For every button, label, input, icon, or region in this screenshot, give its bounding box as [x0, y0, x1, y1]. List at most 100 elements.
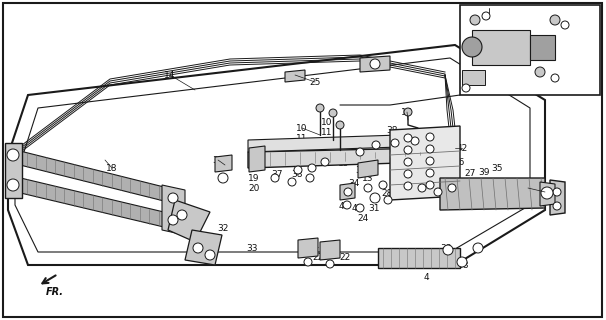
- Polygon shape: [462, 70, 485, 85]
- Circle shape: [343, 201, 351, 209]
- Circle shape: [404, 146, 412, 154]
- Polygon shape: [185, 230, 222, 265]
- Text: 20: 20: [248, 183, 260, 193]
- Circle shape: [304, 258, 312, 266]
- Circle shape: [550, 15, 560, 25]
- Bar: [460, 5, 600, 95]
- Circle shape: [448, 184, 456, 192]
- Circle shape: [426, 181, 434, 189]
- Circle shape: [384, 196, 392, 204]
- Circle shape: [535, 67, 545, 77]
- Circle shape: [326, 260, 334, 268]
- Circle shape: [561, 21, 569, 29]
- Circle shape: [443, 245, 453, 255]
- Circle shape: [344, 188, 352, 196]
- Circle shape: [308, 164, 316, 172]
- Circle shape: [553, 202, 561, 210]
- Polygon shape: [8, 148, 168, 202]
- Polygon shape: [472, 30, 530, 65]
- Text: 19: 19: [248, 173, 260, 182]
- Circle shape: [404, 134, 412, 142]
- Text: 40: 40: [338, 202, 350, 211]
- Polygon shape: [8, 175, 168, 228]
- Polygon shape: [298, 238, 318, 258]
- Circle shape: [372, 141, 380, 149]
- Text: 15: 15: [338, 158, 350, 167]
- Text: 42: 42: [456, 143, 468, 153]
- Text: 38: 38: [458, 260, 469, 269]
- Text: 29: 29: [399, 143, 411, 153]
- Text: 2: 2: [423, 260, 429, 269]
- Circle shape: [404, 158, 412, 166]
- Circle shape: [336, 121, 344, 129]
- Circle shape: [404, 170, 412, 178]
- Polygon shape: [378, 248, 460, 268]
- Circle shape: [404, 182, 412, 190]
- Polygon shape: [168, 200, 210, 242]
- Text: 9: 9: [266, 150, 272, 159]
- Text: 41: 41: [335, 140, 345, 149]
- Text: 11: 11: [296, 133, 308, 142]
- Text: 38: 38: [440, 244, 451, 252]
- Circle shape: [177, 210, 187, 220]
- Circle shape: [7, 179, 19, 191]
- Circle shape: [370, 193, 380, 203]
- Circle shape: [418, 184, 426, 192]
- Circle shape: [470, 15, 480, 25]
- Text: 27: 27: [464, 169, 476, 178]
- Circle shape: [205, 250, 215, 260]
- Polygon shape: [285, 70, 305, 82]
- Circle shape: [370, 59, 380, 69]
- Circle shape: [457, 257, 467, 267]
- Polygon shape: [340, 183, 355, 200]
- Circle shape: [391, 139, 399, 147]
- Circle shape: [356, 204, 364, 212]
- Polygon shape: [248, 148, 430, 168]
- Text: 16: 16: [483, 13, 494, 22]
- Text: 4: 4: [423, 274, 429, 283]
- Text: 36: 36: [415, 165, 426, 174]
- Circle shape: [541, 187, 553, 199]
- Text: 17: 17: [401, 108, 413, 116]
- Circle shape: [404, 108, 412, 116]
- Circle shape: [426, 169, 434, 177]
- Circle shape: [434, 188, 442, 196]
- Text: 14: 14: [164, 70, 176, 79]
- Text: 35: 35: [491, 164, 503, 172]
- Text: 34: 34: [348, 179, 360, 188]
- Circle shape: [168, 193, 178, 203]
- Polygon shape: [8, 45, 545, 265]
- Text: 38: 38: [291, 170, 303, 179]
- Circle shape: [218, 173, 228, 183]
- Text: 3: 3: [355, 165, 361, 174]
- Circle shape: [411, 137, 419, 145]
- Polygon shape: [550, 180, 565, 215]
- Circle shape: [329, 109, 337, 117]
- Circle shape: [7, 149, 19, 161]
- Text: FR.: FR.: [46, 287, 64, 297]
- Text: 10: 10: [296, 124, 308, 132]
- Circle shape: [553, 188, 561, 196]
- Circle shape: [379, 181, 387, 189]
- Circle shape: [294, 166, 302, 174]
- Text: 10: 10: [321, 117, 333, 126]
- Text: 13: 13: [362, 173, 374, 182]
- Text: 28: 28: [381, 188, 393, 197]
- Polygon shape: [248, 134, 430, 152]
- Polygon shape: [249, 146, 265, 172]
- Polygon shape: [320, 240, 340, 260]
- Text: 38: 38: [386, 125, 398, 134]
- Text: 26: 26: [453, 157, 465, 166]
- Text: 30: 30: [212, 156, 224, 164]
- Circle shape: [473, 243, 483, 253]
- Circle shape: [426, 133, 434, 141]
- Circle shape: [364, 184, 372, 192]
- Circle shape: [316, 104, 324, 112]
- Text: 32: 32: [218, 223, 228, 233]
- Text: 31: 31: [368, 204, 380, 212]
- Circle shape: [321, 158, 329, 166]
- Text: 6: 6: [440, 175, 446, 185]
- Text: 39: 39: [478, 167, 490, 177]
- Circle shape: [482, 12, 490, 20]
- Polygon shape: [540, 182, 555, 206]
